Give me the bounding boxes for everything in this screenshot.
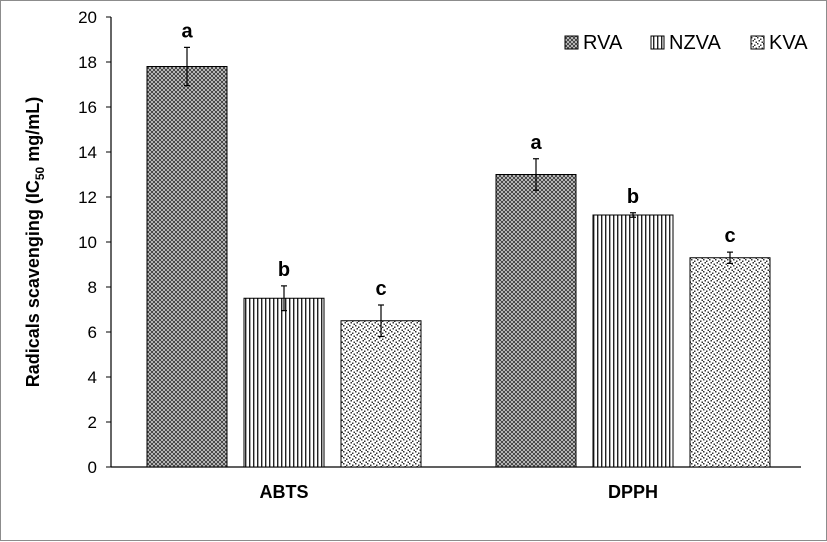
bar: [689, 257, 771, 468]
legend: RVA NZVA KVA: [564, 32, 808, 54]
legend-label: NZVA: [669, 32, 722, 54]
bar-group: a a b b c c: [146, 20, 771, 468]
legend-swatch: [650, 35, 665, 50]
legend-swatch: [750, 35, 765, 50]
significance-label: a: [181, 20, 193, 42]
y-axis-title: Radicals scavenging (IC50 mg/mL): [23, 97, 47, 387]
y-tick-label: 0: [88, 458, 97, 477]
bar: [592, 214, 674, 468]
x-tick-group: ABTS DPPH: [260, 482, 659, 502]
significance-label: b: [627, 186, 639, 208]
y-tick-label: 18: [78, 53, 97, 72]
legend-label: RVA: [583, 32, 623, 54]
significance-label: b: [278, 259, 290, 281]
significance-label: c: [375, 278, 386, 300]
x-category-label: DPPH: [608, 482, 658, 502]
y-tick-label: 12: [78, 188, 97, 207]
y-tick-label: 20: [78, 8, 97, 27]
y-tick-label: 2: [88, 413, 97, 432]
y-tick-label: 10: [78, 233, 97, 252]
bar: [340, 320, 422, 468]
significance-label: a: [530, 132, 542, 154]
y-tick-label: 14: [78, 143, 97, 162]
x-category-label: ABTS: [260, 482, 309, 502]
bar: [495, 174, 577, 468]
y-tick-label: 8: [88, 278, 97, 297]
y-tick-label: 4: [88, 368, 97, 387]
legend-swatch: [564, 35, 579, 50]
y-tick-group: 0 2 4 6 8 10 12 14 16 18 20: [78, 8, 111, 477]
bar: [243, 297, 325, 468]
legend-label: KVA: [769, 32, 808, 54]
y-tick-label: 16: [78, 98, 97, 117]
significance-label: c: [724, 225, 735, 247]
bar: [146, 66, 228, 468]
y-tick-label: 6: [88, 323, 97, 342]
